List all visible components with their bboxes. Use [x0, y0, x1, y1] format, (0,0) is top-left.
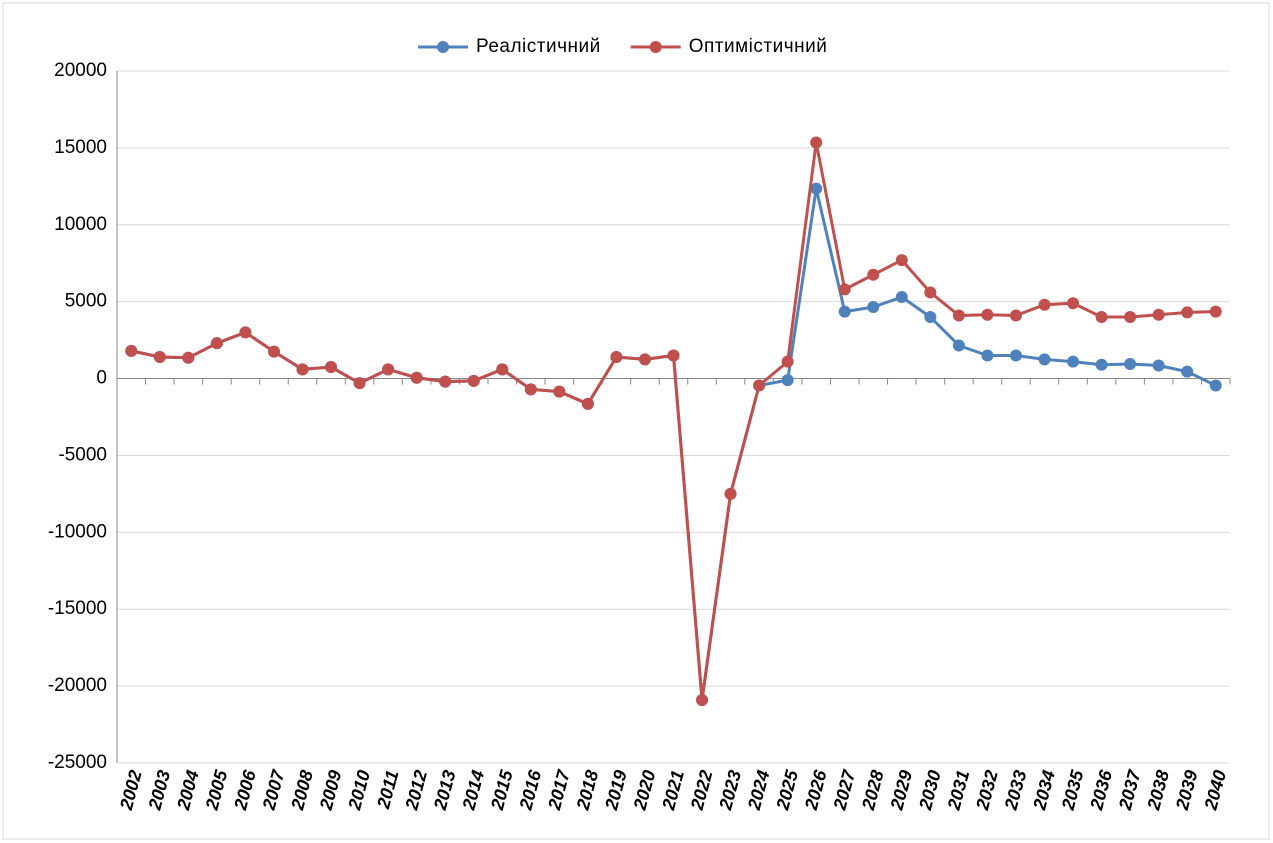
data-point: [1124, 357, 1137, 370]
data-point: [781, 374, 794, 387]
data-point: [353, 377, 366, 390]
data-point: [1009, 349, 1022, 362]
data-point: [867, 301, 880, 314]
data-point: [1152, 308, 1165, 321]
data-point: [1181, 365, 1194, 378]
data-point: [895, 291, 908, 304]
data-point: [467, 374, 480, 387]
data-point: [1152, 359, 1165, 372]
data-point: [1009, 309, 1022, 322]
data-point: [553, 385, 566, 398]
data-point: [1124, 311, 1137, 324]
data-point: [1067, 355, 1080, 368]
data-point: [182, 351, 195, 364]
data-point: [610, 351, 623, 364]
data-point: [496, 363, 509, 376]
data-point: [667, 349, 680, 362]
data-point: [125, 344, 138, 357]
data-point: [267, 345, 280, 358]
data-point: [838, 305, 851, 318]
data-point: [1067, 297, 1080, 310]
y-tick-label: -10000: [48, 521, 107, 542]
data-point: [838, 283, 851, 296]
y-tick-label: 5000: [65, 291, 107, 312]
data-point: [210, 337, 223, 350]
y-tick-label: -25000: [48, 752, 107, 773]
data-point: [924, 311, 937, 324]
data-point: [382, 363, 395, 376]
y-tick-label: 0: [96, 368, 107, 389]
data-point: [296, 363, 309, 376]
data-point: [810, 136, 823, 149]
data-point: [1095, 358, 1108, 371]
y-tick-label: -5000: [58, 444, 107, 465]
data-point: [981, 308, 994, 321]
y-tick-label: -15000: [48, 598, 107, 619]
data-point: [153, 351, 166, 364]
legend-marker: [649, 41, 662, 53]
data-point: [1095, 311, 1108, 324]
data-point: [1209, 379, 1222, 392]
data-point: [524, 383, 537, 396]
y-tick-label: 15000: [54, 137, 107, 158]
data-point: [753, 379, 766, 392]
data-point: [781, 355, 794, 368]
data-point: [410, 371, 423, 384]
data-point: [924, 286, 937, 299]
data-point: [1181, 306, 1194, 319]
data-point: [895, 254, 908, 267]
data-point: [239, 326, 252, 339]
data-point: [1038, 353, 1051, 366]
data-point: [325, 361, 338, 374]
data-point: [810, 182, 823, 195]
legend-marker: [437, 41, 449, 53]
data-point: [581, 397, 594, 410]
data-point: [952, 339, 965, 352]
y-tick-label: -20000: [48, 675, 107, 696]
data-point: [724, 487, 737, 500]
legend-label: Реалістичний: [476, 36, 601, 57]
data-point: [1038, 298, 1051, 311]
y-tick-label: 10000: [54, 214, 107, 235]
y-tick-label: 20000: [54, 60, 107, 81]
data-point: [867, 268, 880, 281]
data-point: [638, 353, 651, 366]
data-point: [981, 349, 994, 362]
data-point: [696, 693, 709, 706]
data-point: [439, 375, 452, 388]
legend-label: Оптимістичний: [689, 36, 828, 57]
data-point: [952, 309, 965, 322]
data-point: [1209, 305, 1222, 318]
